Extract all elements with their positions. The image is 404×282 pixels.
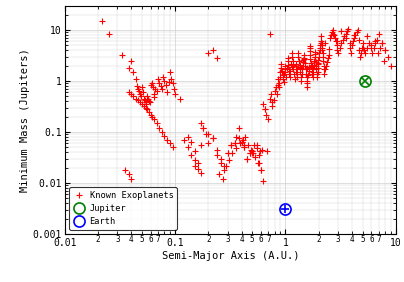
Known Exoplanets	[358, 52, 363, 55]
Known Exoplanets	[307, 50, 312, 53]
Legend: Known Exoplanets, Jupiter, Earth: Known Exoplanets, Jupiter, Earth	[69, 187, 177, 230]
Known Exoplanets	[351, 39, 356, 43]
Known Exoplanets	[386, 55, 391, 58]
Known Exoplanets	[100, 19, 105, 23]
Line: Known Exoplanets: Known Exoplanets	[100, 18, 393, 184]
Known Exoplanets	[383, 49, 388, 52]
Y-axis label: Minimum Mass (Jupiters): Minimum Mass (Jupiters)	[20, 48, 30, 192]
X-axis label: Semi-Major Axis (A.U.): Semi-Major Axis (A.U.)	[162, 251, 299, 261]
Known Exoplanets	[168, 142, 173, 145]
Known Exoplanets	[141, 105, 146, 108]
Known Exoplanets	[260, 179, 265, 183]
